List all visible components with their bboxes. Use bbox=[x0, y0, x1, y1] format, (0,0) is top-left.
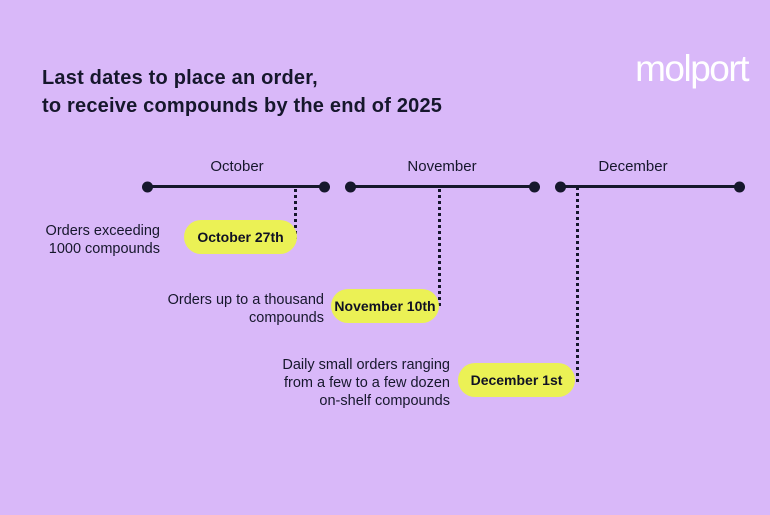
milestone-description-december: Daily small orders ranging from a few to… bbox=[252, 356, 450, 410]
description-line: on-shelf compounds bbox=[319, 393, 450, 409]
description-line: 1000 compounds bbox=[48, 241, 160, 257]
title-line-2: to receive compounds by the end of 2025 bbox=[42, 95, 443, 117]
description-line: Orders up to a thousand bbox=[167, 292, 324, 308]
description-line: compounds bbox=[249, 310, 324, 326]
description-line: Orders exceeding bbox=[45, 223, 160, 239]
month-label-november: November bbox=[407, 158, 477, 175]
timeline-segment-december bbox=[560, 185, 740, 188]
molport-logo: molport bbox=[635, 48, 749, 89]
milestone-description-october: Orders exceeding 1000 compounds bbox=[20, 222, 160, 258]
month-label-december: December bbox=[598, 158, 668, 175]
dotted-connector-december bbox=[576, 187, 579, 383]
dotted-connector-october bbox=[294, 189, 297, 239]
date-badge-november-10th: November 10th bbox=[331, 289, 439, 323]
date-badge-december-1st: December 1st bbox=[458, 363, 575, 397]
description-line: Daily small orders ranging bbox=[282, 357, 450, 373]
milestone-description-november: Orders up to a thousand compounds bbox=[140, 291, 324, 327]
page-title: Last dates to place an order, to receive… bbox=[42, 64, 442, 120]
title-line-1: Last dates to place an order, bbox=[42, 67, 318, 89]
timeline-segment-october bbox=[147, 185, 325, 188]
description-line: from a few to a few dozen bbox=[283, 375, 450, 391]
date-badge-october-27th: October 27th bbox=[184, 220, 297, 254]
timeline-segment-november bbox=[350, 185, 535, 188]
month-label-october: October bbox=[210, 158, 264, 175]
dotted-connector-november bbox=[438, 189, 441, 307]
